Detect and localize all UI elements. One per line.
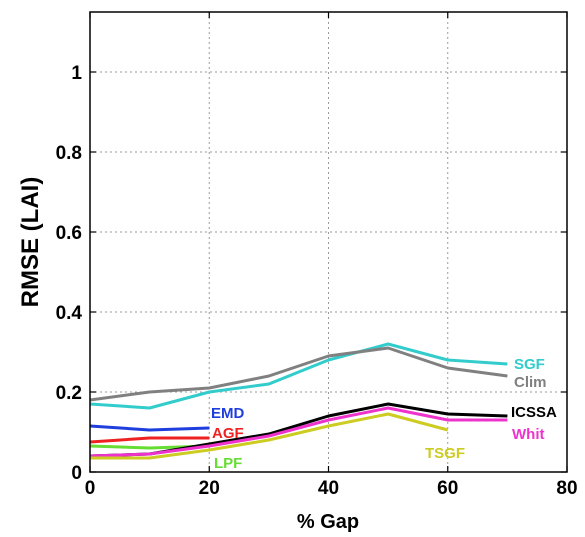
grid [90, 12, 567, 472]
x-tick-label: 40 [318, 478, 339, 499]
series-label-sgf: SGF [514, 356, 545, 373]
series-label-icssa: ICSSA [511, 404, 557, 421]
series-line-whit [89, 406, 508, 458]
series-label-whit: Whit [512, 426, 544, 443]
x-tick-label: 60 [437, 478, 458, 499]
y-tick-label: 0.8 [56, 143, 82, 164]
y-tick-label: 0.4 [56, 303, 83, 324]
series-line-emd [89, 424, 210, 432]
series-line-tsgf [90, 412, 449, 460]
x-axis-label: % Gap [297, 511, 359, 533]
y-tick-label: 0 [71, 463, 82, 484]
y-tick-label: 0.2 [56, 383, 82, 404]
series-label-emd: EMD [211, 405, 245, 422]
y-axis-label: RMSE (LAI) [17, 177, 44, 308]
series-line-agf [89, 436, 210, 444]
x-tick-label: 80 [556, 478, 577, 499]
y-tick-label: 1 [71, 63, 82, 84]
ticks: 0 20 40 60 80 0 0.2 0.4 0.6 0.8 1 [56, 12, 578, 499]
x-tick-label: 20 [199, 478, 220, 499]
series-line-sgf [89, 342, 508, 410]
series-label-tsgf: TSGF [425, 445, 465, 462]
series-lines [89, 342, 508, 460]
series-label-clim: Clim [514, 374, 547, 391]
series-line-clim [89, 346, 508, 402]
series-label-agf: AGF [212, 425, 244, 442]
y-tick-label: 0.6 [56, 223, 82, 244]
x-tick-label: 0 [85, 478, 96, 499]
series-label-lpf: LPF [214, 455, 242, 472]
